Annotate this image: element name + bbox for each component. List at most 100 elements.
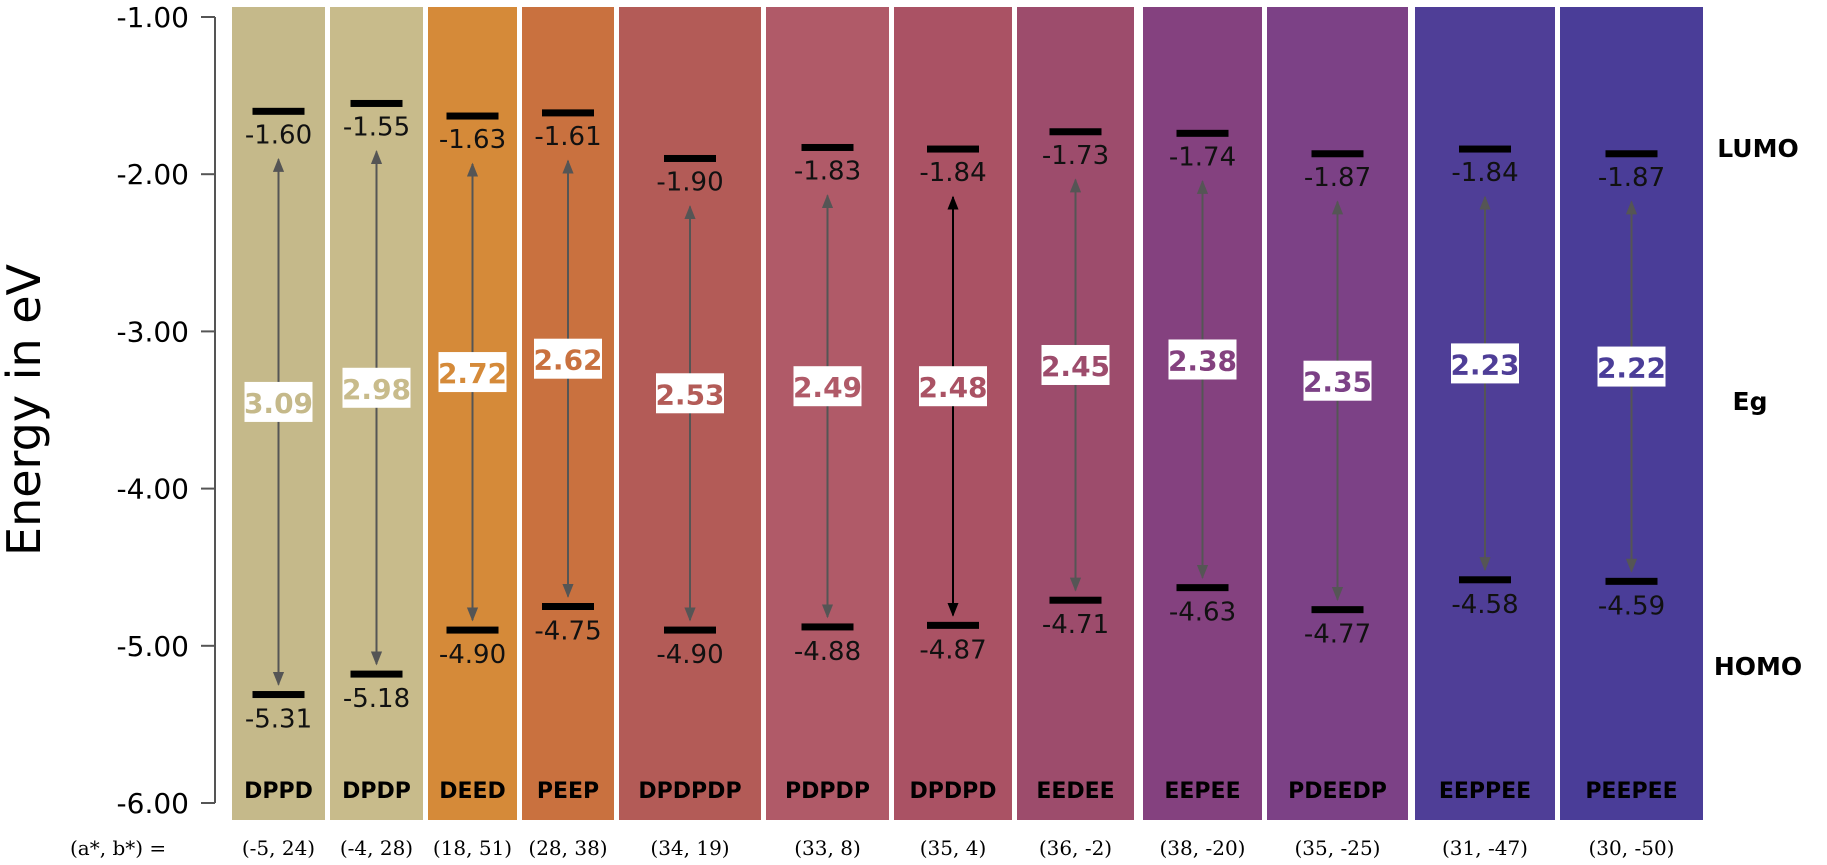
- homo-value-label: -4.88: [794, 637, 861, 667]
- lumo-value-label: -1.63: [439, 125, 506, 155]
- lumo-level: [801, 143, 854, 151]
- gap-label-box: [919, 366, 987, 407]
- lumo-side-label: LUMO: [1717, 134, 1798, 163]
- lumo-level: [1311, 150, 1364, 158]
- homo-level: [664, 626, 716, 634]
- lumo-level: [350, 99, 403, 107]
- gap-value-label: 2.48: [918, 371, 987, 404]
- lumo-level: [664, 154, 716, 162]
- ab-value-label: (-5, 24): [242, 836, 315, 860]
- gap-value-label: 3.09: [244, 387, 313, 420]
- homo-level: [1049, 596, 1102, 604]
- lumo-level: [927, 145, 979, 153]
- lumo-value-label: -1.87: [1598, 163, 1665, 193]
- gap-value-label: 2.38: [1168, 344, 1237, 377]
- lumo-level: [446, 112, 499, 120]
- lumo-level: [1605, 150, 1658, 158]
- homo-level: [350, 670, 403, 678]
- eg-side-label: Eg: [1733, 387, 1768, 416]
- ab-value-label: (28, 38): [528, 836, 607, 860]
- ab-value-label: (33, 8): [794, 836, 861, 860]
- homo-value-label: -4.90: [439, 640, 506, 670]
- ab-value-label: (35, 4): [920, 836, 987, 860]
- lumo-value-label: -1.83: [794, 156, 861, 186]
- homo-level: [1311, 606, 1364, 614]
- series-name-label: EEPPEE: [1439, 779, 1531, 804]
- homo-value-label: -4.87: [919, 635, 986, 665]
- homo-level: [252, 691, 305, 699]
- lumo-level: [252, 107, 305, 115]
- homo-level: [542, 603, 594, 610]
- homo-value-label: -5.18: [343, 684, 410, 714]
- y-tick-label: -6.00: [117, 787, 189, 820]
- series-name-label: PDPDP: [785, 779, 870, 804]
- lumo-value-label: -1.73: [1042, 141, 1109, 171]
- homo-level: [1176, 584, 1229, 592]
- series-name-label: DEED: [439, 779, 506, 804]
- series-name-label: PDEEDP: [1288, 779, 1387, 804]
- gap-label-box: [438, 352, 507, 393]
- homo-level: [801, 623, 854, 631]
- gap-label-box: [1597, 346, 1666, 387]
- series-name-label: EEDEE: [1036, 779, 1114, 804]
- y-tick-label: -4.00: [117, 473, 189, 506]
- gap-value-label: 2.53: [655, 378, 724, 411]
- series-name-label: DPDPD: [909, 779, 996, 804]
- y-axis-title: Energy in eV: [0, 263, 51, 556]
- gap-label-box: [1041, 344, 1110, 385]
- homo-value-label: -4.75: [534, 617, 601, 647]
- y-axis: -1.00 -2.00 -3.00 -4.00 -5.00 -6.00: [117, 1, 216, 820]
- series-name-label: PEEP: [537, 779, 599, 804]
- ab-value-label: (30, -50): [1589, 836, 1675, 860]
- lumo-value-label: -1.55: [343, 112, 410, 142]
- y-tick-label: -1.00: [117, 1, 189, 34]
- homo-value-label: -5.31: [245, 705, 312, 735]
- gap-value-label: 2.22: [1597, 352, 1666, 385]
- homo-value-label: -4.90: [656, 640, 723, 670]
- lumo-value-label: -1.84: [1451, 158, 1518, 188]
- homo-value-label: -4.58: [1451, 590, 1518, 620]
- gap-label-box: [656, 373, 724, 414]
- gap-value-label: 2.62: [533, 344, 602, 377]
- gap-value-label: 2.98: [342, 373, 411, 406]
- homo-value-label: -4.77: [1304, 620, 1371, 650]
- y-tick-label: -5.00: [117, 630, 189, 663]
- lumo-level: [542, 109, 594, 117]
- gap-value-label: 2.23: [1450, 348, 1519, 381]
- series-name-label: DPPD: [244, 779, 313, 804]
- gap-label-box: [1303, 360, 1372, 401]
- lumo-value-label: -1.74: [1169, 142, 1236, 172]
- series-name-label: DPDP: [342, 779, 411, 804]
- ab-value-label: (38, -20): [1160, 836, 1246, 860]
- gap-label-box: [244, 381, 313, 422]
- lumo-value-label: -1.87: [1304, 163, 1371, 193]
- gap-value-label: 2.72: [438, 357, 507, 390]
- series-name-label: EEPEE: [1164, 779, 1240, 804]
- ab-value-label: (18, 51): [433, 836, 512, 860]
- homo-value-label: -4.71: [1042, 610, 1109, 640]
- ab-value-label: (31, -47): [1442, 836, 1528, 860]
- homo-value-label: -4.59: [1598, 591, 1665, 621]
- homo-side-label: HOMO: [1714, 652, 1802, 681]
- marks-layer: -1.60 -5.31 3.09 DPPD (-5, 24) -1.55 -5.18 2.98…: [242, 99, 1678, 860]
- homo-level: [1605, 577, 1658, 585]
- lumo-level: [1459, 145, 1511, 153]
- ab-value-label: (36, -2): [1039, 836, 1112, 860]
- series-name-label: PEEPEE: [1585, 779, 1677, 804]
- gap-value-label: 2.49: [793, 371, 862, 404]
- gap-label-box: [1168, 339, 1237, 380]
- gap-label-box: [1451, 343, 1519, 384]
- lumo-value-label: -1.84: [919, 158, 986, 188]
- lumo-level: [1176, 129, 1229, 137]
- gap-label-box: [342, 367, 411, 408]
- y-tick-label: -3.00: [117, 315, 189, 348]
- lumo-value-label: -1.90: [656, 167, 723, 197]
- gap-value-label: 2.45: [1041, 350, 1110, 383]
- gap-label-box: [793, 366, 862, 407]
- homo-level: [446, 626, 499, 634]
- gap-value-label: 2.35: [1303, 366, 1372, 399]
- ab-prefix-label: (a*, b*) =: [70, 836, 166, 860]
- ab-value-label: (35, -25): [1295, 836, 1381, 860]
- lumo-level: [1049, 128, 1102, 136]
